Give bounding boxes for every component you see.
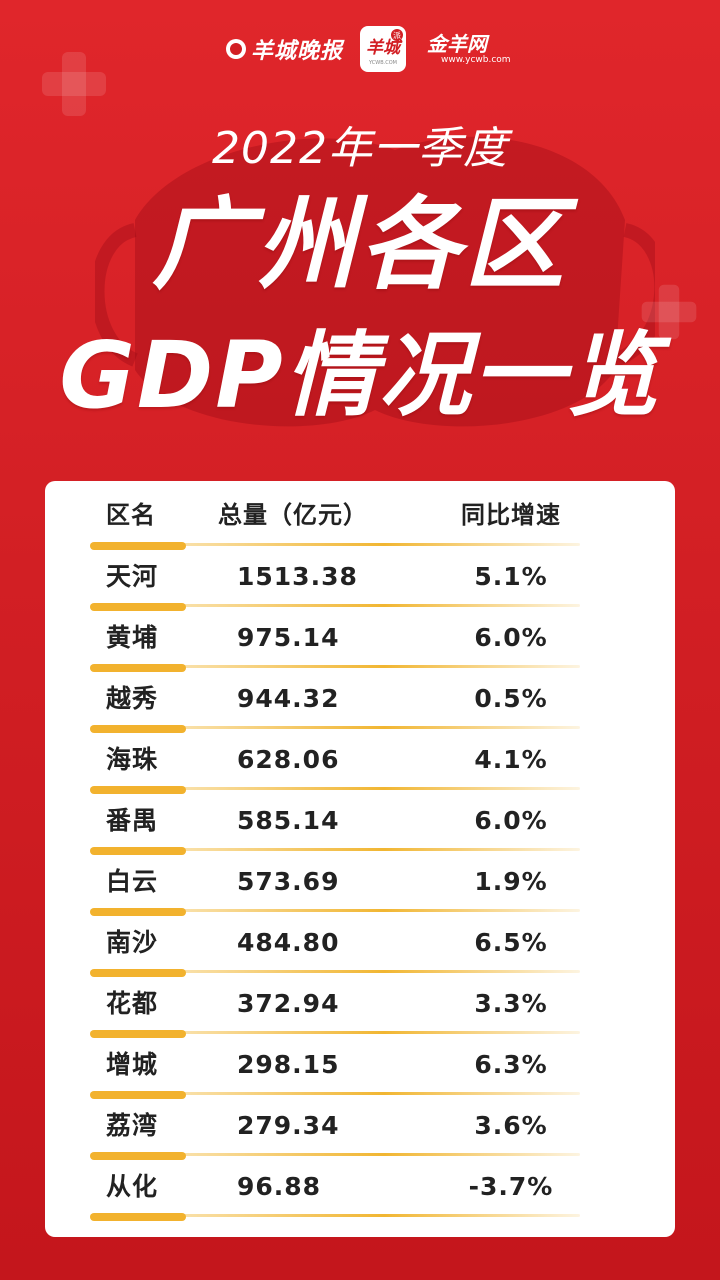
page-title-line1: 广州各区 (152, 186, 568, 303)
row-divider (90, 1153, 580, 1156)
app-logo-badge: 派 (391, 29, 403, 41)
gdp-total: 975.14 (237, 623, 340, 652)
gdp-total: 628.06 (237, 745, 340, 774)
table-row: 番禺 585.14 6.0% (45, 790, 675, 855)
table-row: 花都 372.94 3.3% (45, 973, 675, 1038)
table-header: 区名 总量（亿元） 同比增速 (45, 485, 675, 550)
table-row: 从化 96.88 -3.7% (45, 1156, 675, 1221)
gdp-growth: 6.0% (474, 623, 548, 652)
row-divider-accent (90, 908, 186, 916)
row-divider-accent (90, 542, 186, 550)
row-divider-accent (90, 1091, 186, 1099)
district-name: 增城 (106, 1050, 159, 1079)
row-divider (90, 848, 580, 851)
app-logo-subtext: YCWB.COM (369, 59, 397, 66)
row-divider (90, 1031, 580, 1034)
table-row: 海珠 628.06 4.1% (45, 729, 675, 794)
plus-decoration-icon (641, 284, 697, 340)
newspaper-logo-icon (226, 39, 246, 59)
gdp-total: 944.32 (237, 684, 340, 713)
gdp-table-card: 区名 总量（亿元） 同比增速 天河 1513.38 5.1% 黄埔 975.14… (45, 481, 675, 1237)
district-name: 从化 (106, 1172, 159, 1201)
table-row: 荔湾 279.34 3.6% (45, 1095, 675, 1160)
table-row: 增城 298.15 6.3% (45, 1034, 675, 1099)
app-logo: 羊城 YCWB.COM 派 (360, 26, 406, 72)
site-logo: 金羊网 www.ycwb.com (427, 24, 511, 74)
row-divider-accent (90, 786, 186, 794)
row-divider-accent (90, 664, 186, 672)
table-row: 南沙 484.80 6.5% (45, 912, 675, 977)
gdp-total: 372.94 (237, 989, 340, 1018)
table-row: 越秀 944.32 0.5% (45, 668, 675, 733)
newspaper-name: 羊城晚报 (251, 38, 344, 64)
row-divider-accent (90, 1152, 186, 1160)
district-name: 花都 (106, 989, 159, 1018)
row-divider-accent (90, 725, 186, 733)
gdp-total: 96.88 (237, 1172, 322, 1201)
gdp-growth: 3.3% (474, 989, 548, 1018)
gdp-total: 585.14 (237, 806, 340, 835)
row-divider-accent (90, 969, 186, 977)
district-name: 白云 (106, 867, 159, 896)
period-subtitle: 2022年一季度 (212, 123, 508, 174)
table-row: 天河 1513.38 5.1% (45, 546, 675, 611)
row-divider (90, 1214, 580, 1217)
table-row: 黄埔 975.14 6.0% (45, 607, 675, 672)
gdp-growth: 5.1% (474, 562, 548, 591)
gdp-growth: 4.1% (474, 745, 548, 774)
row-divider (90, 970, 580, 973)
district-name: 越秀 (106, 684, 159, 713)
app-logo-text: 羊城 (366, 37, 400, 58)
row-divider-accent (90, 1213, 186, 1221)
header-total: 总量（亿元） (218, 501, 368, 529)
gdp-growth: 3.6% (474, 1111, 548, 1140)
district-name: 番禺 (106, 806, 159, 835)
header-growth: 同比增速 (461, 501, 561, 529)
gdp-total: 298.15 (237, 1050, 340, 1079)
district-name: 天河 (106, 562, 159, 591)
header-district: 区名 (106, 501, 156, 529)
gdp-total: 279.34 (237, 1111, 340, 1140)
site-logo-text: 金羊网 (427, 32, 487, 56)
district-name: 荔湾 (106, 1111, 159, 1140)
gdp-growth: 1.9% (474, 867, 548, 896)
district-name: 黄埔 (106, 623, 159, 652)
gdp-total: 1513.38 (237, 562, 358, 591)
table-row: 白云 573.69 1.9% (45, 851, 675, 916)
row-divider-accent (90, 1030, 186, 1038)
gdp-growth: 6.3% (474, 1050, 548, 1079)
gdp-total: 573.69 (237, 867, 340, 896)
gdp-growth: -3.7% (468, 1172, 554, 1201)
row-divider (90, 1092, 580, 1095)
row-divider (90, 665, 580, 668)
row-divider (90, 604, 580, 607)
newspaper-logo: 羊城晚报 (226, 24, 343, 74)
gdp-growth: 6.5% (474, 928, 548, 957)
site-url: www.ycwb.com (441, 55, 511, 65)
gdp-total: 484.80 (237, 928, 340, 957)
face-mask-illustration (95, 136, 655, 427)
page-title-line2: GDP情况一览 (59, 322, 661, 429)
row-divider (90, 543, 580, 546)
row-divider (90, 726, 580, 729)
row-divider-accent (90, 603, 186, 611)
row-divider (90, 909, 580, 912)
row-divider (90, 787, 580, 790)
plus-decoration-icon (42, 52, 106, 116)
gdp-growth: 0.5% (474, 684, 548, 713)
gdp-growth: 6.0% (474, 806, 548, 835)
brand-bar: 羊城晚报 羊城 YCWB.COM 派 金羊网 www.ycwb.com (0, 24, 720, 74)
district-name: 海珠 (106, 745, 159, 774)
row-divider-accent (90, 847, 186, 855)
district-name: 南沙 (106, 928, 159, 957)
